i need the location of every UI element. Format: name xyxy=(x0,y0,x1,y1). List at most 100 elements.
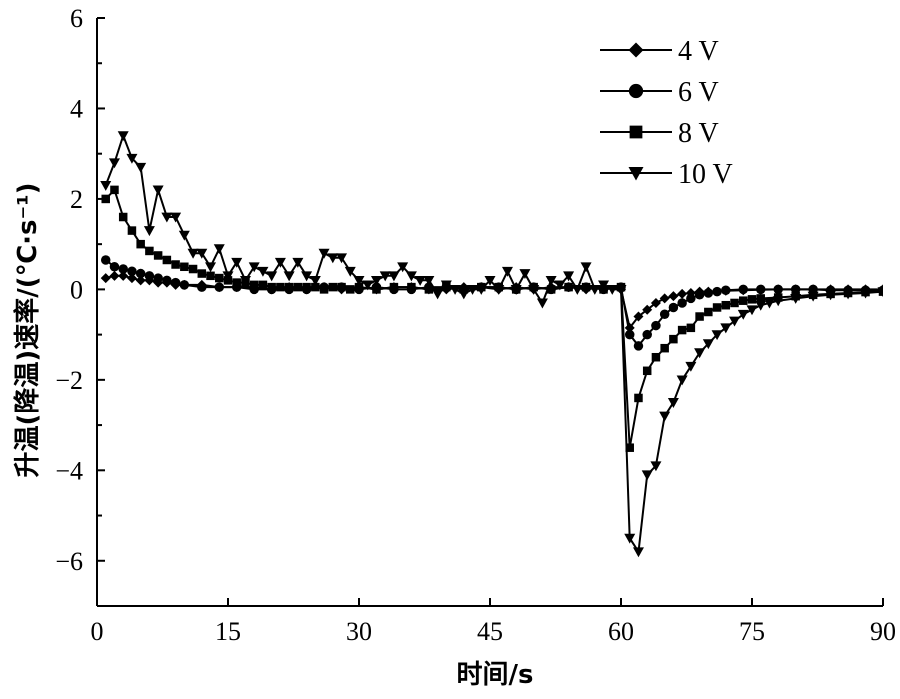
legend-label: 8 V xyxy=(678,118,719,149)
x-axis-title: 时间/s xyxy=(457,660,534,690)
legend-marker xyxy=(629,125,643,139)
data-point xyxy=(563,271,575,282)
data-point xyxy=(153,273,163,283)
data-point xyxy=(379,271,391,282)
data-point xyxy=(676,375,688,386)
data-point xyxy=(266,271,278,282)
data-point xyxy=(407,282,416,292)
data-point xyxy=(145,246,154,256)
data-point xyxy=(248,262,260,273)
data-point xyxy=(685,361,697,372)
data-point xyxy=(746,305,758,316)
data-point xyxy=(554,280,566,291)
data-point xyxy=(484,275,496,286)
data-point xyxy=(197,269,207,278)
data-point xyxy=(353,275,365,286)
legend-label: 10 V xyxy=(678,159,733,190)
data-point xyxy=(747,295,757,304)
data-point xyxy=(763,298,775,309)
data-point xyxy=(528,284,540,295)
data-point xyxy=(703,288,714,298)
data-point xyxy=(108,158,120,169)
data-point xyxy=(179,280,190,290)
x-tick-label: 45 xyxy=(477,617,503,646)
data-point xyxy=(712,286,722,297)
data-point xyxy=(842,289,854,300)
data-point xyxy=(589,284,601,295)
data-point xyxy=(276,282,285,292)
data-point xyxy=(677,298,687,308)
data-point xyxy=(772,296,784,307)
data-point xyxy=(135,275,146,286)
data-point xyxy=(571,284,583,295)
data-point xyxy=(721,300,731,310)
data-point xyxy=(127,226,137,235)
data-point xyxy=(109,270,120,281)
data-point xyxy=(232,278,241,287)
series-8v xyxy=(101,185,883,452)
x-tick-label: 60 xyxy=(608,617,634,646)
data-point xyxy=(117,131,129,142)
data-point xyxy=(790,294,802,304)
series-line xyxy=(104,188,883,448)
data-point xyxy=(432,289,444,300)
data-point xyxy=(641,470,653,481)
data-point xyxy=(449,284,461,295)
data-point xyxy=(695,312,704,321)
data-point xyxy=(739,296,748,305)
data-point xyxy=(118,270,129,281)
legend-item: 4 V xyxy=(600,36,719,67)
data-point xyxy=(606,284,618,295)
data-point xyxy=(372,285,381,294)
data-point xyxy=(642,329,652,340)
data-point xyxy=(257,266,269,277)
data-point xyxy=(642,366,652,376)
data-point xyxy=(284,282,294,292)
y-tick-label: −2 xyxy=(55,366,83,395)
data-point xyxy=(292,257,304,268)
data-point xyxy=(222,271,234,282)
data-point xyxy=(755,300,767,311)
data-point xyxy=(668,291,679,302)
data-point xyxy=(633,311,644,322)
data-point xyxy=(346,285,355,294)
data-point xyxy=(152,185,164,196)
data-point xyxy=(161,212,173,223)
data-point xyxy=(659,309,670,320)
data-point xyxy=(581,282,591,292)
y-axis-title: 升温(降温)速率/(℃·s⁻¹) xyxy=(12,183,43,478)
data-point xyxy=(311,282,320,292)
data-point xyxy=(720,323,732,334)
data-point xyxy=(144,271,155,281)
data-point xyxy=(143,226,155,237)
x-tick-label: 30 xyxy=(346,617,372,646)
data-point xyxy=(519,269,531,280)
series-line xyxy=(104,132,883,555)
data-point xyxy=(397,262,409,273)
data-point xyxy=(354,282,364,292)
data-point xyxy=(126,273,137,284)
data-point xyxy=(625,443,634,452)
data-point xyxy=(319,285,329,294)
data-point xyxy=(790,284,801,295)
data-point xyxy=(756,294,765,303)
data-point xyxy=(877,287,883,298)
data-point xyxy=(634,393,643,403)
data-point xyxy=(336,253,348,264)
data-point xyxy=(669,334,678,344)
data-point xyxy=(206,271,215,281)
legend-marker xyxy=(628,83,644,99)
data-point xyxy=(370,275,382,286)
data-point xyxy=(318,248,330,259)
data-point xyxy=(860,288,872,299)
data-point xyxy=(704,307,713,317)
legend-marker xyxy=(628,167,644,181)
data-point xyxy=(711,330,723,341)
data-point xyxy=(667,398,679,408)
data-point xyxy=(205,262,217,273)
data-point xyxy=(171,260,180,269)
data-point xyxy=(153,251,163,260)
data-point xyxy=(650,461,662,472)
data-point xyxy=(440,280,452,291)
data-point xyxy=(721,285,731,296)
